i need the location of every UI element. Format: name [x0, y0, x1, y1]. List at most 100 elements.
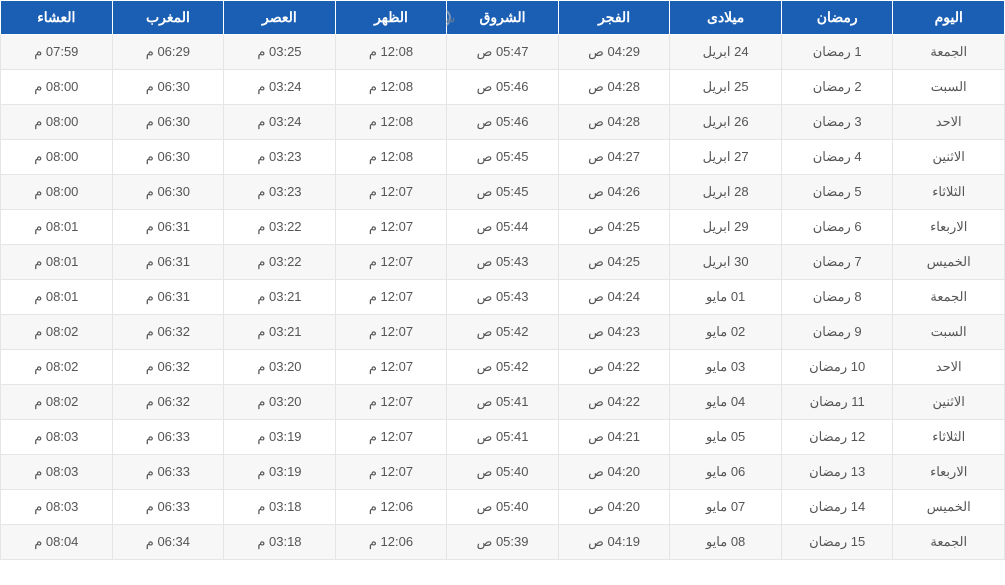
- table-cell: 07 مايو: [670, 490, 782, 525]
- table-cell: 08:03 م: [1, 420, 113, 455]
- table-cell: 04:25 ص: [558, 210, 670, 245]
- table-cell: 1 رمضان: [781, 35, 893, 70]
- table-cell: 04:23 ص: [558, 315, 670, 350]
- table-cell: 12:07 م: [335, 245, 447, 280]
- table-cell: الاربعاء: [893, 210, 1005, 245]
- table-cell: 08:02 م: [1, 385, 113, 420]
- table-cell: 12:07 م: [335, 455, 447, 490]
- table-cell: 08:03 م: [1, 455, 113, 490]
- table-cell: الاثنين: [893, 140, 1005, 175]
- table-cell: 2 رمضان: [781, 70, 893, 105]
- table-cell: 03:25 م: [224, 35, 336, 70]
- table-cell: 08:00 م: [1, 140, 113, 175]
- table-row: الاثنين11 رمضان04 مايو04:22 ص05:41 ص12:0…: [1, 385, 1005, 420]
- table-cell: 9 رمضان: [781, 315, 893, 350]
- column-header: ميلادى: [670, 1, 782, 35]
- table-cell: 03:18 م: [224, 490, 336, 525]
- table-cell: 30 ابريل: [670, 245, 782, 280]
- table-cell: 04:26 ص: [558, 175, 670, 210]
- table-cell: 12:08 م: [335, 35, 447, 70]
- table-cell: 04:24 ص: [558, 280, 670, 315]
- table-cell: الثلاثاء: [893, 420, 1005, 455]
- table-cell: 03:23 م: [224, 140, 336, 175]
- table-cell: 10 رمضان: [781, 350, 893, 385]
- table-cell: 12:06 م: [335, 525, 447, 560]
- table-cell: 12:07 م: [335, 420, 447, 455]
- table-cell: الجمعة: [893, 280, 1005, 315]
- table-cell: 04:27 ص: [558, 140, 670, 175]
- table-cell: 12:07 م: [335, 385, 447, 420]
- table-cell: 06:29 م: [112, 35, 224, 70]
- table-row: الاحد3 رمضان26 ابريل04:28 ص05:46 ص12:08 …: [1, 105, 1005, 140]
- table-cell: 05:40 ص: [447, 490, 559, 525]
- prayer-times-table: اليومرمضانميلادىالفجرالشروقساالظهرالعصرا…: [0, 0, 1005, 560]
- table-row: الثلاثاء5 رمضان28 ابريل04:26 ص05:45 ص12:…: [1, 175, 1005, 210]
- table-cell: 12:07 م: [335, 315, 447, 350]
- table-cell: 14 رمضان: [781, 490, 893, 525]
- table-row: الاربعاء13 رمضان06 مايو04:20 ص05:40 ص12:…: [1, 455, 1005, 490]
- table-cell: 06:31 م: [112, 245, 224, 280]
- table-cell: 06:30 م: [112, 70, 224, 105]
- table-cell: 04:19 ص: [558, 525, 670, 560]
- table-row: الاربعاء6 رمضان29 ابريل04:25 ص05:44 ص12:…: [1, 210, 1005, 245]
- table-cell: 12:08 م: [335, 140, 447, 175]
- table-cell: 27 ابريل: [670, 140, 782, 175]
- table-cell: 8 رمضان: [781, 280, 893, 315]
- table-cell: 06:32 م: [112, 350, 224, 385]
- table-cell: 03:21 م: [224, 315, 336, 350]
- table-cell: 29 ابريل: [670, 210, 782, 245]
- table-cell: 03:20 م: [224, 385, 336, 420]
- table-cell: 08:00 م: [1, 175, 113, 210]
- table-cell: 4 رمضان: [781, 140, 893, 175]
- table-cell: 08:01 م: [1, 245, 113, 280]
- table-cell: 06:30 م: [112, 175, 224, 210]
- table-cell: 28 ابريل: [670, 175, 782, 210]
- table-cell: 08:02 م: [1, 315, 113, 350]
- table-cell: 05:43 ص: [447, 245, 559, 280]
- table-cell: الاحد: [893, 350, 1005, 385]
- table-cell: 05:44 ص: [447, 210, 559, 245]
- table-cell: 08:01 م: [1, 280, 113, 315]
- table-cell: 03:19 م: [224, 455, 336, 490]
- table-row: الاحد10 رمضان03 مايو04:22 ص05:42 ص12:07 …: [1, 350, 1005, 385]
- table-cell: 15 رمضان: [781, 525, 893, 560]
- table-cell: 05:45 ص: [447, 140, 559, 175]
- table-cell: 03:21 م: [224, 280, 336, 315]
- table-cell: 03 مايو: [670, 350, 782, 385]
- table-cell: 06:33 م: [112, 420, 224, 455]
- table-cell: 06:32 م: [112, 315, 224, 350]
- table-cell: 08:01 م: [1, 210, 113, 245]
- table-cell: 12:08 م: [335, 105, 447, 140]
- table-cell: 3 رمضان: [781, 105, 893, 140]
- table-cell: 04:25 ص: [558, 245, 670, 280]
- table-cell: 12:08 م: [335, 70, 447, 105]
- table-cell: 24 ابريل: [670, 35, 782, 70]
- table-cell: 03:22 م: [224, 210, 336, 245]
- table-cell: 05:47 ص: [447, 35, 559, 70]
- table-cell: 05:45 ص: [447, 175, 559, 210]
- table-cell: 12:07 م: [335, 175, 447, 210]
- table-cell: السبت: [893, 315, 1005, 350]
- table-cell: 05:43 ص: [447, 280, 559, 315]
- table-cell: 03:20 م: [224, 350, 336, 385]
- table-cell: 08:04 م: [1, 525, 113, 560]
- table-cell: الخميس: [893, 490, 1005, 525]
- table-cell: 05:42 ص: [447, 350, 559, 385]
- table-cell: 7 رمضان: [781, 245, 893, 280]
- table-cell: 08:03 م: [1, 490, 113, 525]
- table-cell: 02 مايو: [670, 315, 782, 350]
- table-row: الخميس14 رمضان07 مايو04:20 ص05:40 ص12:06…: [1, 490, 1005, 525]
- table-cell: 08 مايو: [670, 525, 782, 560]
- table-cell: 04:29 ص: [558, 35, 670, 70]
- table-cell: 06:30 م: [112, 140, 224, 175]
- table-cell: 13 رمضان: [781, 455, 893, 490]
- table-cell: الاثنين: [893, 385, 1005, 420]
- table-cell: 03:23 م: [224, 175, 336, 210]
- table-cell: 06:30 م: [112, 105, 224, 140]
- table-cell: 03:24 م: [224, 105, 336, 140]
- table-cell: الاحد: [893, 105, 1005, 140]
- table-cell: السبت: [893, 70, 1005, 105]
- table-cell: 6 رمضان: [781, 210, 893, 245]
- table-cell: الخميس: [893, 245, 1005, 280]
- table-cell: 04:28 ص: [558, 70, 670, 105]
